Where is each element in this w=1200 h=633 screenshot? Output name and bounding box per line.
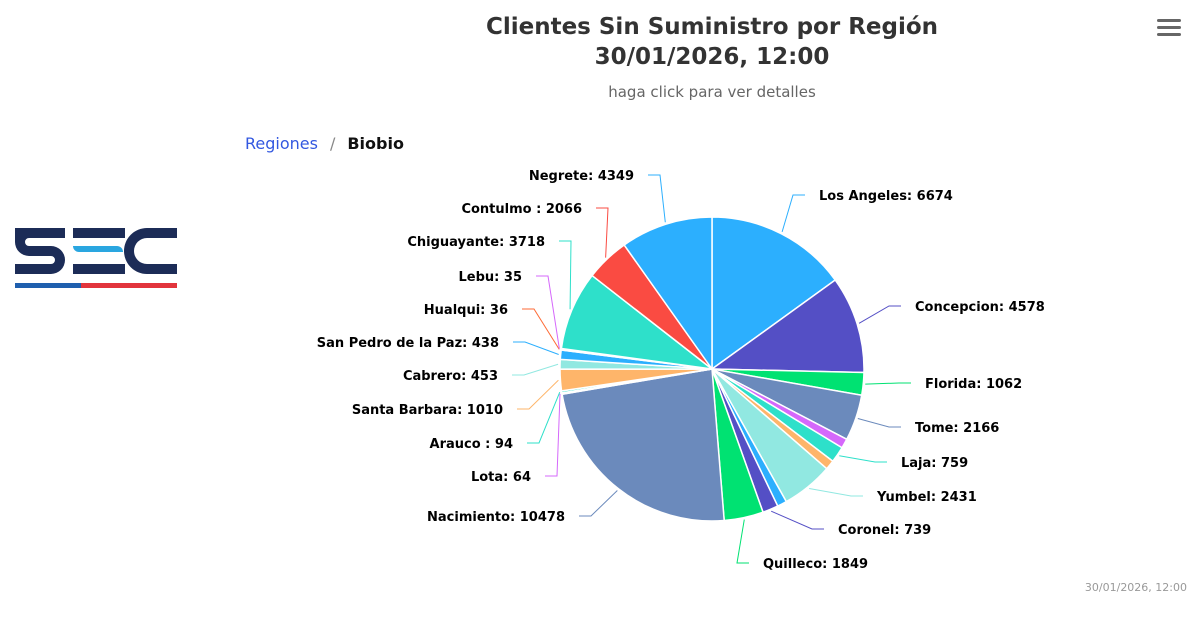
data-label: Santa Barbara: 1010 xyxy=(352,403,503,418)
connector-line xyxy=(865,382,911,385)
connector-line xyxy=(736,519,749,564)
data-label: Cabrero: 453 xyxy=(403,369,498,384)
connector-line xyxy=(512,363,559,376)
breadcrumb-current: Biobio xyxy=(347,134,404,153)
data-label: Los Angeles: 6674 xyxy=(819,189,953,204)
data-label: Florida: 1062 xyxy=(925,377,1022,392)
connector-line xyxy=(527,391,561,444)
data-label: Tome: 2166 xyxy=(915,421,999,436)
pie-slice-concepcion[interactable] xyxy=(711,279,865,374)
breadcrumb: Regiones / Biobio xyxy=(245,134,404,153)
data-label: Arauco : 94 xyxy=(430,437,513,452)
footer-timestamp: 30/01/2026, 12:00 xyxy=(1084,581,1187,594)
connector-line xyxy=(781,194,805,233)
connector-line xyxy=(858,305,901,324)
data-label: Nacimiento: 10478 xyxy=(427,510,565,525)
pie-slice-negrete[interactable] xyxy=(623,216,713,370)
data-label: Chiguayante: 3718 xyxy=(407,235,545,250)
connector-line xyxy=(648,174,666,223)
data-label: Negrete: 4349 xyxy=(529,169,634,184)
data-label: San Pedro de la Paz: 438 xyxy=(317,336,499,351)
hamburger-menu-icon[interactable] xyxy=(1157,19,1181,39)
connector-line xyxy=(770,510,824,530)
pie-slice-nacimiento[interactable] xyxy=(561,368,725,522)
connector-line xyxy=(513,341,559,355)
data-label: Lota: 64 xyxy=(471,470,531,485)
connector-line xyxy=(517,379,559,410)
data-label: Contulmo : 2066 xyxy=(461,202,582,217)
chart-title: Clientes Sin Suministro por Región 30/01/… xyxy=(485,14,939,70)
connector-line xyxy=(536,275,560,349)
data-label: Coronel: 739 xyxy=(838,523,931,538)
pie-slice-los-angeles[interactable] xyxy=(711,216,836,370)
breadcrumb-separator: / xyxy=(329,134,336,153)
data-label: Yumbel: 2431 xyxy=(876,490,977,505)
connector-line xyxy=(809,487,863,497)
connector-line xyxy=(596,207,609,258)
data-label: Hualqui: 36 xyxy=(424,303,508,318)
connector-line xyxy=(839,455,887,463)
connector-line xyxy=(559,240,572,310)
data-label: Concepcion: 4578 xyxy=(915,300,1045,315)
breadcrumb-regiones-link[interactable]: Regiones xyxy=(245,134,318,153)
sec-logo xyxy=(15,218,178,296)
data-label: Lebu: 35 xyxy=(459,270,522,285)
data-label: Quilleco: 1849 xyxy=(763,557,868,572)
connector-line xyxy=(522,308,560,350)
connector-line xyxy=(857,418,901,428)
chart-subtitle: haga click para ver detalles xyxy=(608,83,816,101)
connector-line xyxy=(579,490,618,517)
connector-line xyxy=(545,393,561,477)
data-label: Laja: 759 xyxy=(901,456,968,471)
